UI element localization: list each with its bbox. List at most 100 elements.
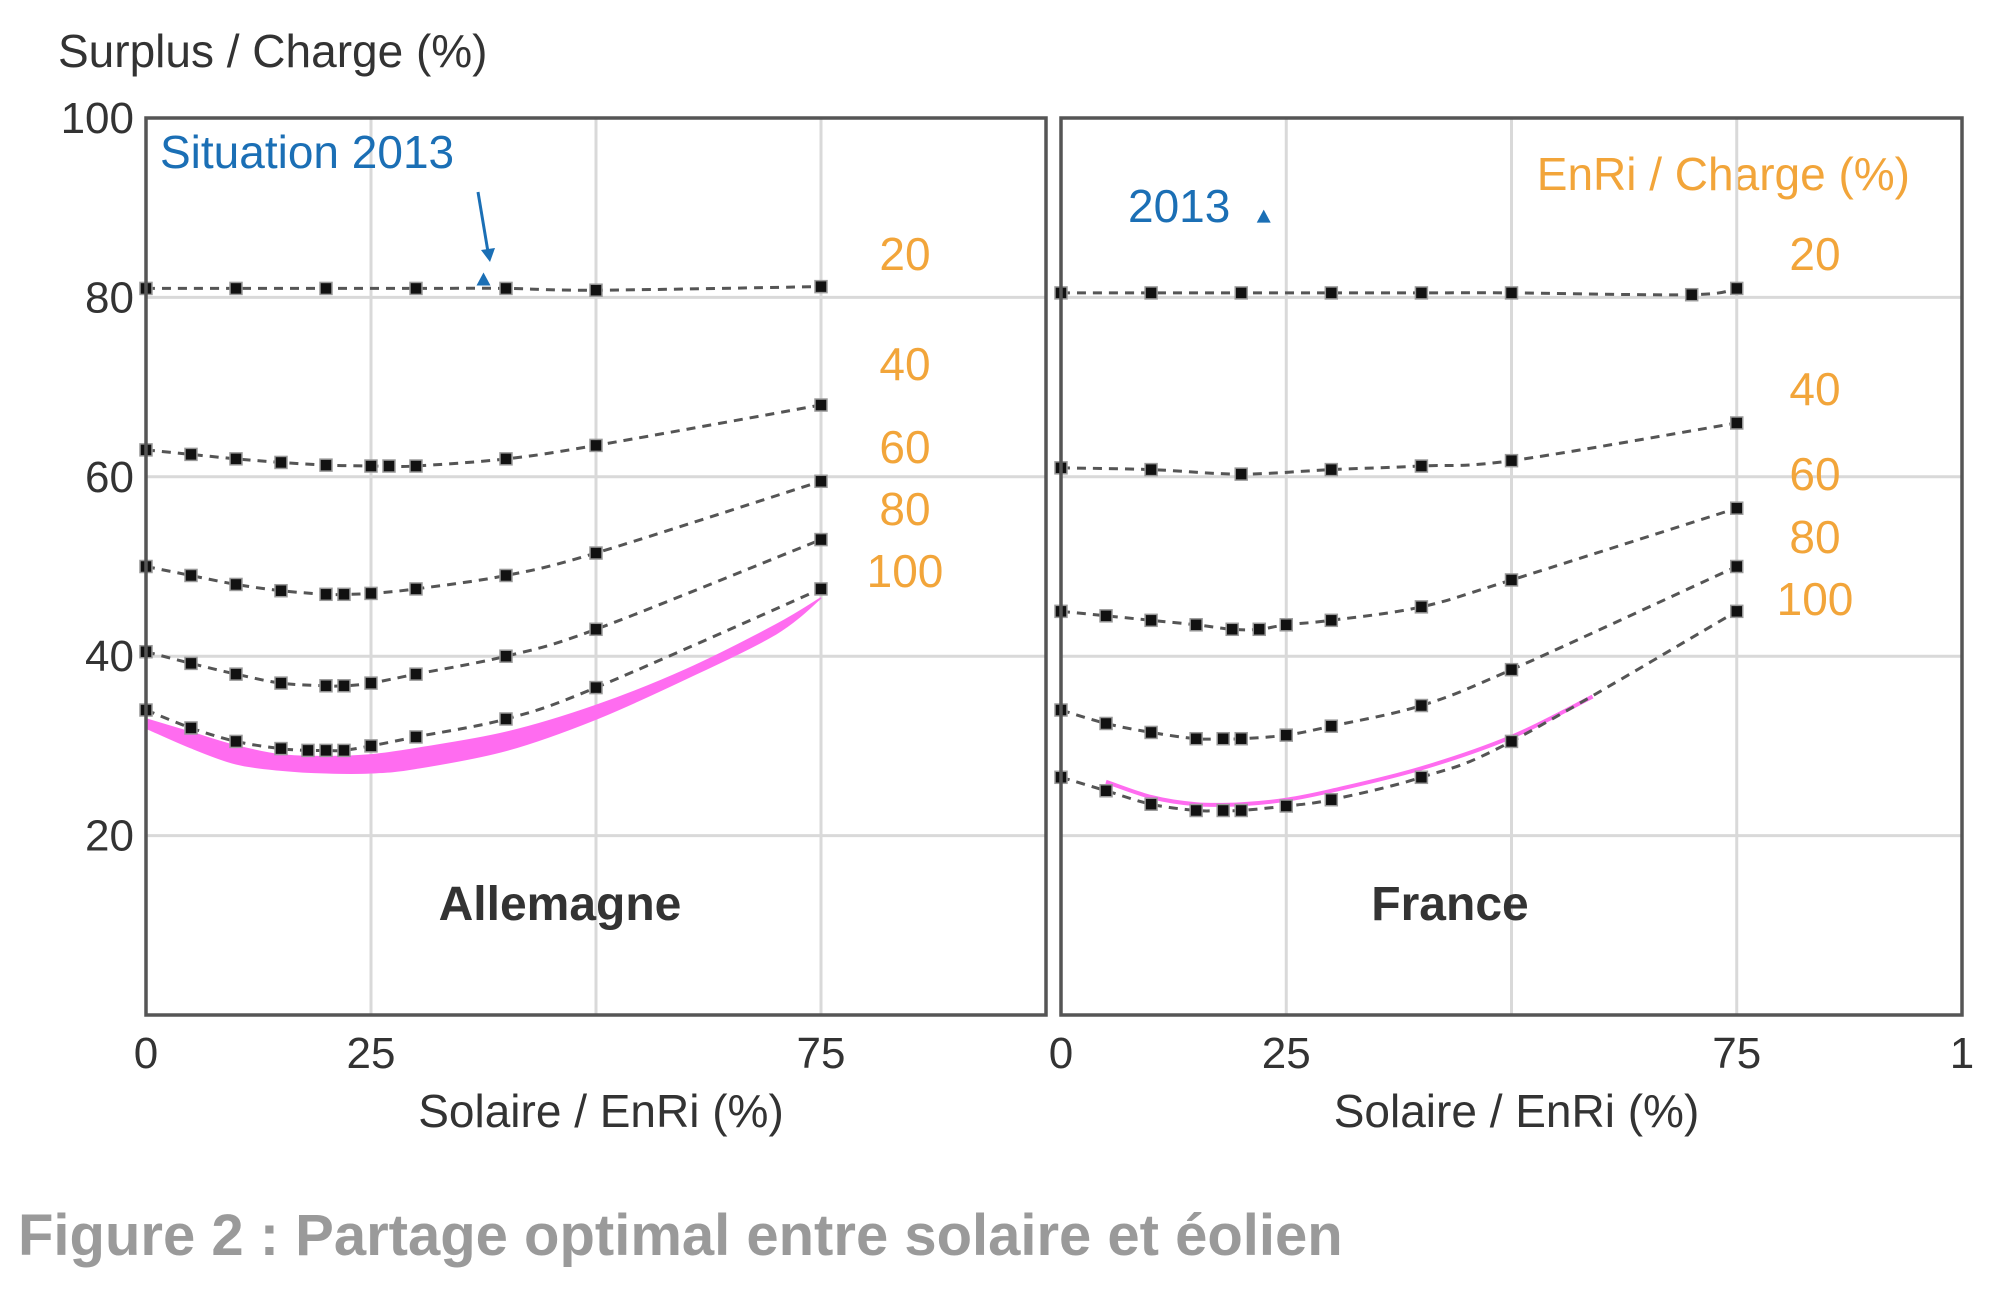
data-point xyxy=(337,679,351,693)
series-60: 60 xyxy=(1054,448,1841,637)
data-point xyxy=(1216,731,1230,746)
data-point xyxy=(1234,286,1248,300)
series-line xyxy=(1060,565,1738,741)
data-point xyxy=(499,712,513,726)
situation-2013-label: Situation 2013 xyxy=(160,126,454,178)
data-point xyxy=(1324,792,1339,807)
data-point xyxy=(319,281,333,296)
data-point xyxy=(184,447,198,462)
data-point xyxy=(319,458,333,472)
data-point xyxy=(319,587,333,602)
series-label: 80 xyxy=(879,483,930,535)
arrow-head-icon xyxy=(481,248,495,262)
data-point xyxy=(814,582,828,596)
data-point xyxy=(1252,622,1266,637)
panel-title: Allemagne xyxy=(439,878,682,931)
data-point xyxy=(364,739,378,753)
data-point xyxy=(337,587,351,602)
figure-caption: Figure 2 : Partage optimal entre solaire… xyxy=(18,1203,1343,1268)
data-point xyxy=(1730,501,1744,515)
series-label: 40 xyxy=(879,338,930,390)
data-point xyxy=(1099,784,1113,798)
data-point xyxy=(589,622,603,637)
data-point xyxy=(1189,731,1203,746)
panel-france: 20 40 60 80 100 0 25 75 1 Solaire / EnRi (%) Franc… xyxy=(1049,116,1974,1137)
data-point xyxy=(274,676,288,690)
data-point xyxy=(1099,609,1113,623)
data-point xyxy=(1144,613,1158,628)
plot-frame xyxy=(1059,116,1964,1017)
panel-allemagne: 20 40 60 80 100 20 40 60 80 100 0 25 75 Solaire / EnR… xyxy=(61,94,1048,1137)
data-point xyxy=(1234,731,1248,746)
data-point xyxy=(589,546,603,560)
data-point xyxy=(1414,770,1429,785)
series-80: 80 xyxy=(1054,511,1841,746)
plot-frame xyxy=(144,116,1048,1017)
panel-title: France xyxy=(1371,878,1528,931)
series-line xyxy=(145,538,822,688)
data-point xyxy=(1324,719,1339,733)
data-point xyxy=(499,281,513,296)
y-tick-label: 100 xyxy=(61,94,134,143)
data-point xyxy=(1189,803,1203,818)
x-tick-label: 0 xyxy=(134,1029,158,1078)
data-point xyxy=(229,281,243,296)
series-label: 20 xyxy=(879,228,930,280)
data-point xyxy=(184,568,198,583)
y-tick-label: 40 xyxy=(85,632,134,681)
series-line xyxy=(1061,286,1738,297)
series-20: 20 xyxy=(139,228,931,297)
optimum-band xyxy=(145,597,822,775)
data-point xyxy=(1504,453,1519,468)
series-label: 100 xyxy=(1777,573,1854,625)
data-point xyxy=(337,743,351,758)
data-point xyxy=(1414,286,1429,300)
series-20: 20 xyxy=(1054,228,1841,302)
data-point xyxy=(1504,662,1519,677)
series-40: 40 xyxy=(1054,363,1841,481)
data-point xyxy=(1730,559,1744,574)
series-line xyxy=(145,285,822,292)
data-point xyxy=(499,452,513,466)
data-point xyxy=(184,721,198,735)
series-line xyxy=(1060,421,1738,476)
data-point xyxy=(409,667,423,681)
data-point xyxy=(364,586,378,601)
series-60: 60 xyxy=(139,421,931,602)
data-point xyxy=(1216,803,1230,818)
series-label: 60 xyxy=(1789,448,1840,500)
data-point xyxy=(1730,416,1744,430)
data-point xyxy=(1144,462,1158,477)
data-point xyxy=(364,676,378,690)
enri-legend-title: EnRi / Charge (%) xyxy=(1537,148,1910,200)
data-point xyxy=(274,741,288,756)
data-point xyxy=(1684,287,1699,302)
data-point xyxy=(229,667,243,681)
data-point xyxy=(814,474,828,489)
x-tick-label: 1 xyxy=(1950,1029,1974,1078)
data-point xyxy=(1504,734,1519,749)
x-tick-label: 25 xyxy=(1262,1029,1311,1078)
optimum-line xyxy=(1105,694,1594,807)
series-label: 40 xyxy=(1789,363,1840,415)
data-point xyxy=(1225,622,1239,637)
data-point xyxy=(1144,797,1158,811)
x-axis-title: Solaire / EnRi (%) xyxy=(1334,1085,1700,1137)
x-axis-title: Solaire / EnRi (%) xyxy=(418,1085,784,1137)
data-point xyxy=(301,743,315,758)
gridlines xyxy=(146,118,1046,1015)
data-point xyxy=(1189,618,1203,632)
data-point xyxy=(589,438,603,453)
x-tick-label: 25 xyxy=(347,1029,396,1078)
data-point xyxy=(229,734,243,749)
data-point xyxy=(229,577,243,592)
data-point xyxy=(1324,613,1339,628)
data-point xyxy=(1730,281,1744,296)
data-point xyxy=(1730,604,1744,619)
x-tick-label: 75 xyxy=(797,1029,846,1078)
data-point xyxy=(364,459,378,473)
data-point xyxy=(1144,725,1158,740)
data-point xyxy=(229,452,243,466)
gridlines xyxy=(1061,118,1962,1015)
data-point xyxy=(409,582,423,596)
